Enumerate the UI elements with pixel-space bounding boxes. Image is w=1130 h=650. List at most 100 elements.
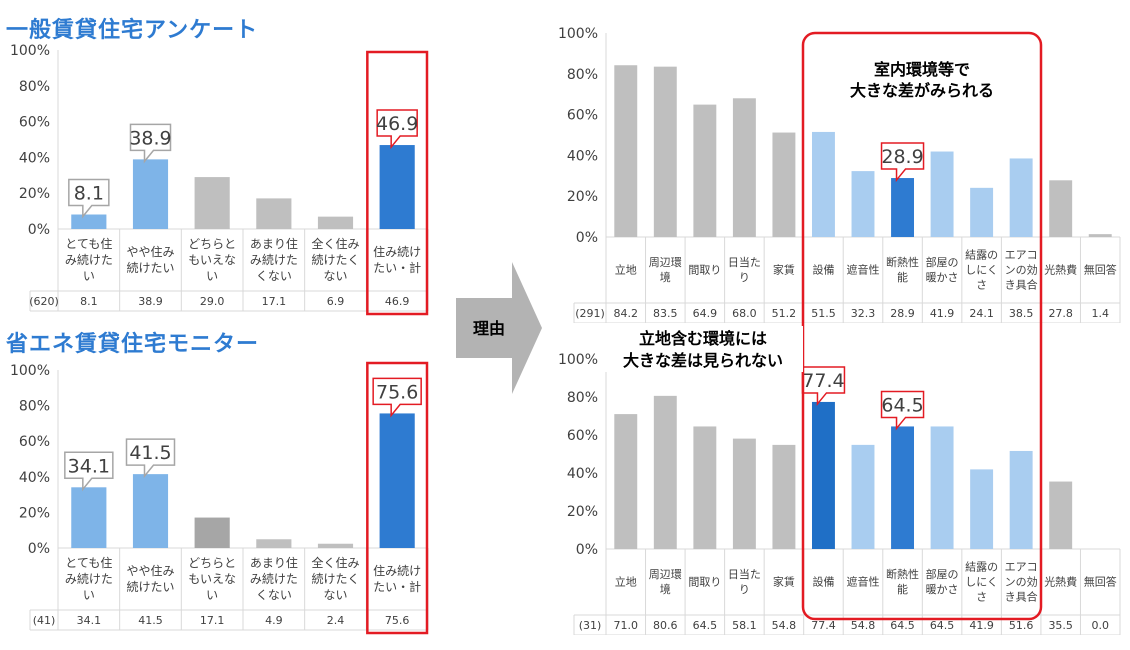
value-callout: 34.1 [68,455,110,477]
table-value: 32.3 [851,307,876,320]
category-label: エアコ [1005,249,1038,262]
table-value: 34.1 [77,614,102,627]
bar [379,145,415,229]
category-label: 続けたい [126,580,174,594]
bar [970,469,994,549]
value-callout: 64.5 [881,394,923,416]
value-callout: 28.9 [881,146,923,168]
bar [1049,481,1073,549]
category-label: しにく [965,264,998,277]
table-value: 17.1 [262,295,287,308]
category-label: い [83,588,95,602]
category-label: 全く住み [311,555,359,570]
table-value: 29.0 [200,295,225,308]
category-label: とても住 [65,556,112,570]
table-value: 0.0 [1091,619,1109,632]
bar [71,214,107,229]
highlight-frame [366,50,429,316]
table-value: 41.9 [969,619,994,632]
category-label: 境 [660,270,671,284]
category-label: 続けたく [311,253,359,267]
value-callout-box [376,109,418,150]
category-label: き具合 [1005,278,1038,292]
category-label: あまり住 [250,237,298,251]
category-label: たい・計 [373,579,421,594]
value-callout-box [129,123,172,164]
category-label: どちらと [188,237,236,251]
category-label: 境 [660,582,671,596]
category-label: 家賃 [773,263,795,277]
table-value: 38.5 [1009,307,1034,320]
bar [614,414,638,549]
y-tick-label: 80% [19,79,50,95]
value-callout-box [68,178,110,219]
table-value: 68.0 [732,307,757,320]
highlight-frame [366,361,429,635]
sample-size-label: (41) [33,614,56,627]
bar [693,104,717,237]
category-label: やや住み [126,245,174,259]
y-tick-label: 60% [19,434,50,450]
table-value: 27.8 [1048,307,1073,320]
y-tick-label: 100% [10,43,50,59]
category-label: み続けた [65,572,113,586]
category-label: たい・計 [373,260,421,275]
category-label: 無回答 [1084,575,1117,589]
bar [851,444,875,549]
table-value: 58.1 [732,619,757,632]
arrow-label: 理由 [473,319,505,338]
table-value: 8.1 [80,295,98,308]
table-value: 51.6 [1009,619,1034,632]
category-label: 能 [897,270,908,284]
y-tick-label: 40% [567,466,598,482]
value-callout-box [125,438,176,479]
monitor-survey-title: 省エネ賃貸住宅モニター [6,332,260,357]
table-value: 83.5 [653,307,678,320]
category-label: とても住 [65,237,112,251]
bar [1049,180,1073,237]
category-label: くない [256,588,292,602]
table-value: 64.5 [930,619,955,632]
y-tick-label: 20% [567,504,598,520]
table-value: 24.1 [969,307,994,320]
category-label: もいえな [188,253,236,267]
category-label: い [206,269,218,283]
bar [1009,158,1033,237]
bar [851,171,875,237]
category-label: しにく [965,576,998,589]
category-label: 部屋の [926,255,959,269]
category-label: 部屋の [926,567,959,581]
value-callout-box [64,451,114,492]
category-label: 設備 [812,263,834,277]
bar [891,426,915,549]
table-value: 64.5 [693,619,718,632]
y-tick-label: 60% [567,108,598,124]
bar [930,426,954,549]
value-callout: 77.4 [802,370,844,392]
category-label: み続けた [250,253,298,267]
table-value: 35.5 [1048,619,1073,632]
bar [693,426,717,549]
y-tick-label: 60% [19,115,50,131]
category-label: 住み続け [373,564,421,578]
bar [811,131,835,237]
category-label: やや住み [126,564,174,578]
y-tick-label: 80% [19,399,50,415]
category-label: い [206,588,218,602]
value-callout: 41.5 [129,442,171,464]
bar [1088,234,1112,237]
bar [930,151,954,237]
category-label: み続けた [65,253,113,267]
table-value: 41.9 [930,307,955,320]
table-value: 80.6 [653,619,678,632]
value-callout: 46.9 [376,113,418,135]
bar [653,66,677,237]
sample-size-label: (31) [579,619,602,632]
y-tick-label: 40% [19,150,50,166]
category-label: 遮音性 [847,575,880,589]
bar [891,178,915,237]
table-value: 6.9 [327,295,345,308]
category-label: 遮音性 [847,263,880,277]
